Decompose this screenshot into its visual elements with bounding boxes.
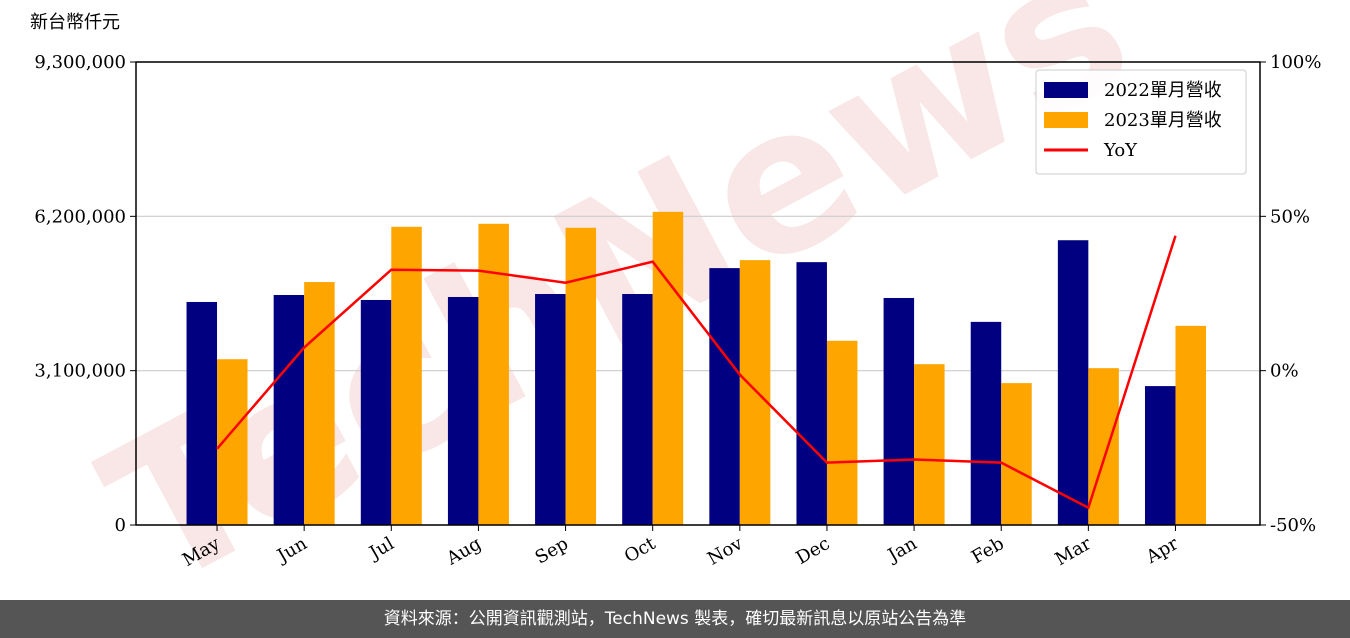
bar — [535, 293, 566, 525]
y-tick-label: 6,200,000 — [34, 206, 126, 227]
bar — [883, 297, 915, 525]
x-tick-label: Jul — [364, 533, 398, 565]
legend-label: 2022單月營收 — [1104, 80, 1222, 101]
bar — [1057, 240, 1089, 525]
legend-label: 2023單月營收 — [1104, 110, 1222, 131]
y-tick-label: 9,300,000 — [34, 52, 126, 73]
line — [216, 235, 1177, 510]
bar — [478, 223, 509, 525]
bar — [1144, 386, 1176, 525]
y-tick-label: 0 — [115, 515, 126, 536]
chart: 新台幣仟元 TechNews03,100,0006,200,0009,300,0… — [30, 0, 1321, 634]
bar — [1175, 325, 1206, 525]
bar — [622, 293, 653, 525]
y-tick-label: 3,100,000 — [34, 361, 126, 382]
bar — [970, 321, 1002, 525]
bar — [186, 301, 218, 525]
bar — [447, 296, 479, 525]
y2-tick-label: -50% — [1270, 515, 1316, 536]
x-tick-label: Apr — [1142, 533, 1182, 568]
x-tick-label: Jan — [883, 533, 921, 567]
plot-frame — [135, 61, 1261, 526]
x-tick-label: Mar — [1052, 533, 1096, 570]
y2-tick-label: 0% — [1270, 361, 1299, 382]
y2-tick-label: 50% — [1270, 206, 1310, 227]
bar — [739, 260, 771, 525]
y2-tick-label: 100% — [1270, 52, 1321, 73]
y-axis-title: 新台幣仟元 — [30, 12, 120, 33]
x-tick-label: Aug — [442, 533, 485, 570]
bar — [796, 262, 827, 525]
bar — [391, 226, 422, 525]
bar — [709, 268, 740, 525]
bar — [565, 227, 597, 525]
bar — [1088, 368, 1119, 525]
bar — [273, 294, 305, 525]
legend-box — [1035, 69, 1247, 175]
legend-swatch — [1044, 82, 1088, 98]
legend-swatch — [1044, 112, 1088, 128]
x-tick-label: Feb — [968, 533, 1008, 568]
legend-label: YoY — [1103, 140, 1138, 161]
bar — [360, 299, 392, 525]
bar — [304, 282, 335, 525]
x-tick-label: Oct — [621, 533, 660, 568]
source-note: 資料來源：公開資訊觀測站，TechNews 製表，確切最新訊息以原站公告為準 — [0, 600, 1350, 638]
x-tick-label: Dec — [792, 533, 833, 569]
bar — [652, 211, 684, 525]
x-tick-label: Sep — [532, 533, 572, 568]
bar — [1001, 383, 1032, 525]
x-tick-label: Nov — [704, 533, 747, 570]
bar — [914, 364, 945, 525]
bar — [826, 340, 858, 525]
